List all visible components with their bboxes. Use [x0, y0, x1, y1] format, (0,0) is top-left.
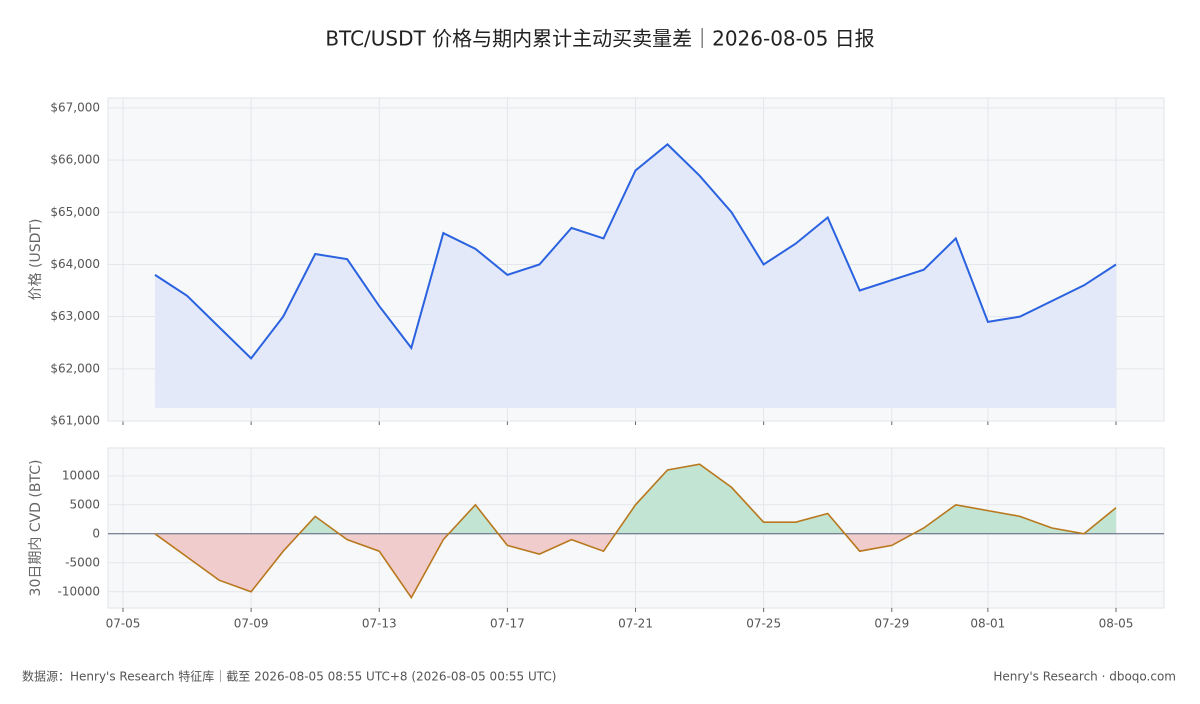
price-line — [154, 143, 1117, 360]
footer-brand: Henry's Research · dboqo.com — [993, 670, 1176, 684]
y-tick-label: -10000 — [57, 584, 100, 598]
y-tick-label: $61,000 — [50, 414, 100, 428]
y-axis-label: 价格 (USDT) — [28, 219, 44, 301]
footer-source: 数据源：Henry's Research 特征库｜截至 2026-08-05 0… — [22, 669, 556, 684]
y-tick-label: 5000 — [69, 497, 100, 511]
x-tick-label: 08-01 — [970, 617, 1005, 631]
y-tick-label: $67,000 — [50, 100, 100, 114]
x-tick-label: 07-21 — [618, 617, 653, 631]
y-tick-label: $63,000 — [50, 309, 100, 323]
x-tick-label: 07-09 — [234, 617, 269, 631]
cvd-line — [154, 463, 1117, 600]
x-tick-label: 07-13 — [362, 617, 397, 631]
price-area — [155, 144, 1116, 408]
cvd-positive-area — [155, 464, 1116, 534]
x-tick-label: 07-25 — [746, 617, 781, 631]
y-tick-label: 0 — [92, 526, 100, 540]
x-tick-label: 07-17 — [490, 617, 525, 631]
y-tick-label: $64,000 — [50, 257, 100, 271]
y-tick-label: $62,000 — [50, 361, 100, 375]
y-axis-label: 30日期内 CVD (BTC) — [28, 460, 44, 597]
x-tick-label: 07-05 — [106, 617, 141, 631]
cvd-negative-area — [155, 533, 1085, 598]
chart-title: BTC/USDT 价格与期内累计主动买卖量差｜2026-08-05 日报 — [325, 27, 874, 51]
y-tick-label: -5000 — [65, 555, 100, 569]
y-tick-label: $65,000 — [50, 205, 100, 219]
y-tick-label: $66,000 — [50, 153, 100, 167]
y-tick-label: 10000 — [62, 468, 100, 482]
x-tick-label: 07-29 — [874, 617, 909, 631]
x-tick-label: 08-05 — [1099, 617, 1134, 631]
